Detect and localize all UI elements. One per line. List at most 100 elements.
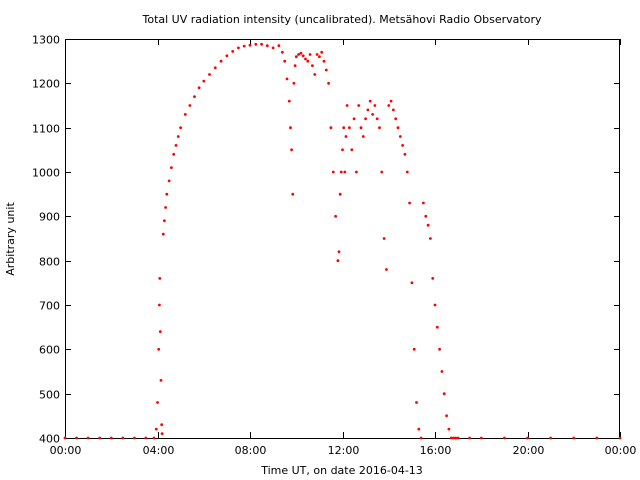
data-point <box>479 436 483 440</box>
data-point <box>320 50 324 54</box>
data-point <box>392 108 395 112</box>
y-tick-label: 700 <box>39 300 60 313</box>
data-point <box>431 277 435 280</box>
data-point <box>322 59 326 63</box>
data-point <box>170 166 173 170</box>
data-point <box>433 303 437 307</box>
data-point <box>337 250 341 254</box>
data-point <box>396 126 400 130</box>
data-point <box>197 86 201 90</box>
data-point <box>359 126 363 130</box>
data-point <box>161 232 165 236</box>
data-point <box>343 170 347 174</box>
x-tick-label: 16:00 <box>420 444 452 457</box>
data-point <box>225 54 229 58</box>
y-tick-label: 1300 <box>32 34 60 47</box>
data-point <box>291 192 295 196</box>
data-point <box>133 436 136 440</box>
y-tick-label: 1100 <box>32 123 60 136</box>
data-point <box>164 206 168 209</box>
data-point <box>75 436 78 440</box>
data-point <box>398 135 402 138</box>
data-point <box>454 436 458 440</box>
data-point <box>417 427 421 431</box>
data-point <box>159 379 163 382</box>
data-point <box>503 436 506 440</box>
data-point <box>435 325 439 329</box>
data-point <box>152 436 156 440</box>
data-point <box>290 148 293 152</box>
data-point <box>327 81 330 85</box>
data-point <box>318 55 321 59</box>
data-point <box>355 170 358 174</box>
data-point <box>405 170 409 174</box>
x-tick-label: 20:00 <box>513 444 545 457</box>
data-point <box>429 237 432 240</box>
data-point <box>242 44 246 48</box>
x-tick-label: 00:00 <box>605 444 637 457</box>
data-point <box>389 99 393 103</box>
y-tick-label: 1000 <box>32 167 60 180</box>
data-point <box>382 237 386 240</box>
data-point <box>445 414 448 418</box>
x-axis-label: Time UT, on date 2016-04-13 <box>260 464 423 477</box>
data-point <box>301 54 305 58</box>
data-point <box>342 126 346 130</box>
data-point <box>403 152 407 156</box>
data-point <box>285 77 289 81</box>
data-point <box>202 79 206 83</box>
data-point <box>154 427 158 431</box>
data-point <box>345 104 349 107</box>
data-point <box>364 117 367 121</box>
data-point <box>231 50 235 53</box>
data-point <box>329 126 333 130</box>
data-point <box>412 347 416 351</box>
data-point <box>394 117 398 121</box>
data-point <box>373 104 377 107</box>
data-point <box>387 104 391 107</box>
y-tick-label: 1200 <box>32 78 60 91</box>
data-point <box>297 53 300 56</box>
data-point <box>163 219 166 223</box>
data-point <box>254 42 258 46</box>
data-point <box>331 170 335 174</box>
data-point <box>158 303 161 307</box>
data-point <box>366 108 370 112</box>
data-point <box>289 126 292 130</box>
data-point <box>281 50 284 54</box>
x-tick-label: 00:00 <box>50 444 82 457</box>
y-tick-label: 900 <box>39 211 60 224</box>
data-point <box>98 436 102 440</box>
data-point <box>260 42 263 46</box>
data-point <box>338 192 342 196</box>
data-point <box>172 152 176 156</box>
x-tick-label: 12:00 <box>328 444 360 457</box>
data-point <box>176 135 180 138</box>
data-point <box>426 223 430 227</box>
data-point <box>339 170 343 174</box>
data-point <box>618 436 622 440</box>
data-point <box>526 436 529 440</box>
data-point <box>368 99 372 103</box>
data-point <box>277 44 281 48</box>
data-point <box>549 436 552 440</box>
y-tick-label: 500 <box>39 389 60 402</box>
data-point <box>380 170 384 174</box>
data-point <box>419 436 423 440</box>
data-point <box>237 46 240 50</box>
data-point <box>324 68 328 72</box>
data-point <box>315 53 319 56</box>
data-point <box>213 66 217 70</box>
data-point <box>336 259 340 263</box>
data-point <box>422 201 425 205</box>
data-point <box>334 214 337 218</box>
data-point <box>160 423 164 427</box>
y-tick-label: 600 <box>39 344 60 357</box>
data-point <box>248 43 252 47</box>
data-point <box>188 104 192 107</box>
data-point <box>385 268 388 271</box>
data-point <box>144 436 148 440</box>
x-tick-label: 04:00 <box>143 444 175 457</box>
x-axis: 00:00 04:00 08:00 12:00 16:00 20:00 00:00 <box>50 39 637 457</box>
